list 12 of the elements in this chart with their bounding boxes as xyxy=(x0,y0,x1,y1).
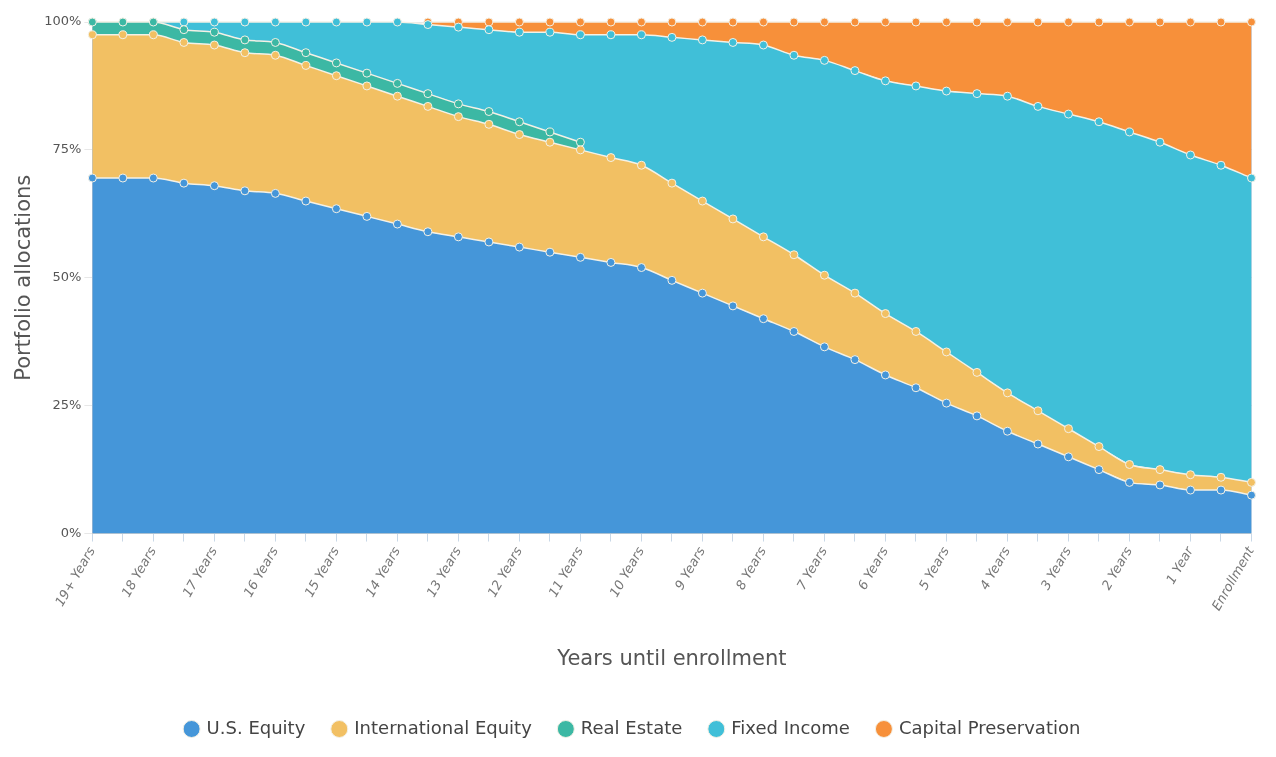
x-axis-title: Years until enrollment xyxy=(556,645,787,670)
legend-label: Real Estate xyxy=(580,716,683,738)
legend-label: Capital Preservation xyxy=(898,716,1081,738)
y-tick-label: 100% xyxy=(44,13,82,29)
y-axis-title: Portfolio allocations xyxy=(11,174,36,381)
legend-label: International Equity xyxy=(354,716,533,738)
legend-label: U.S. Equity xyxy=(206,716,306,738)
y-tick-label: 0% xyxy=(60,524,82,540)
y-tick-label: 75% xyxy=(52,141,82,157)
y-tick-label: 50% xyxy=(52,269,82,285)
y-tick-label: 25% xyxy=(52,397,82,413)
legend-label: Fixed Income xyxy=(731,716,850,738)
